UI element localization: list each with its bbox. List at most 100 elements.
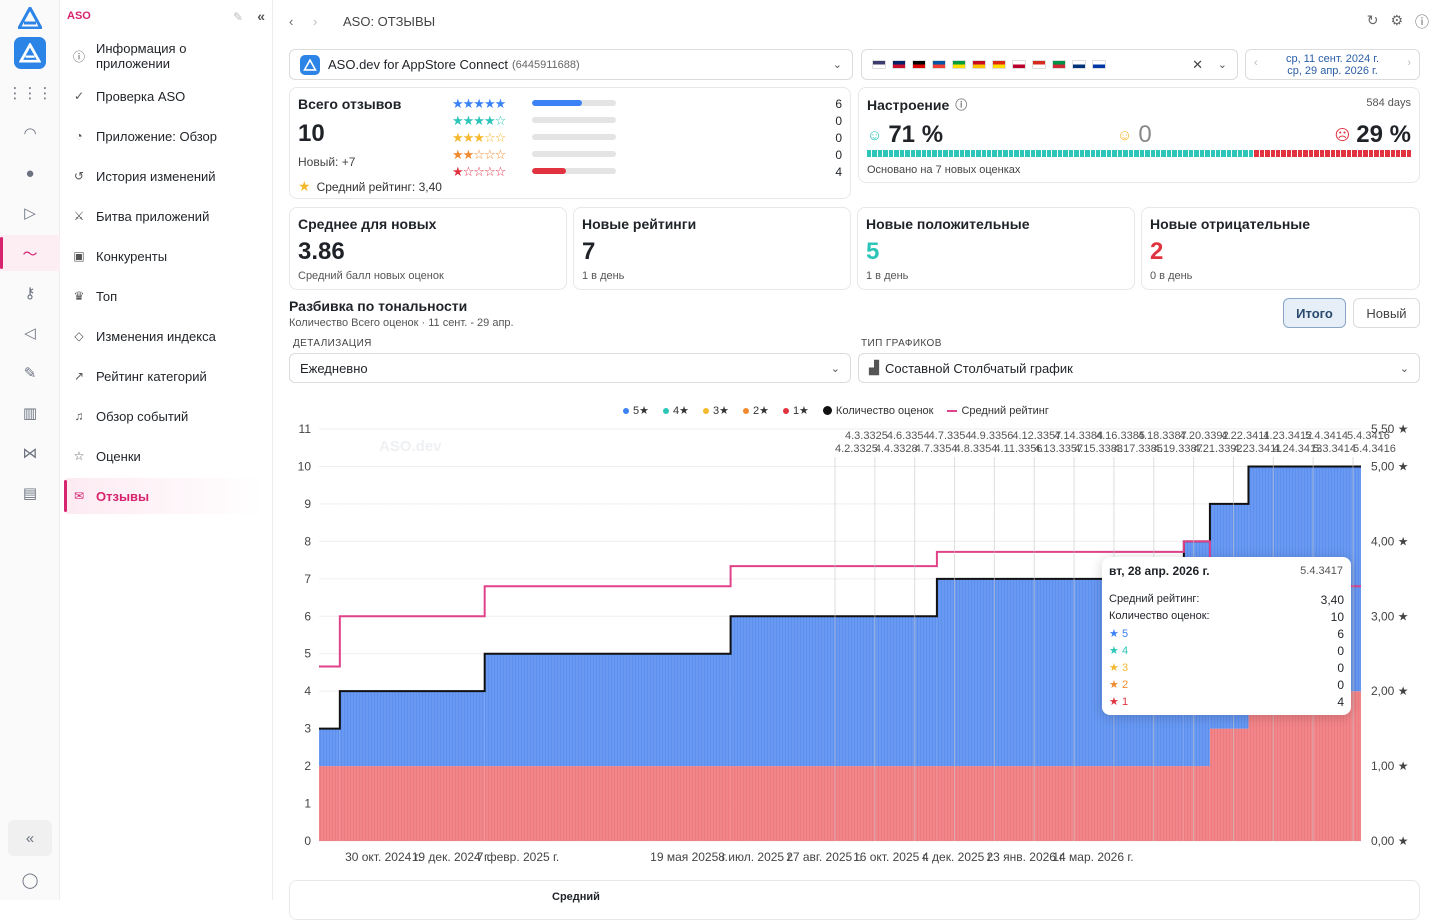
legend-dot [782,407,789,414]
star-icon: ★ [1109,628,1119,640]
legend-item[interactable]: 1★ [782,404,809,417]
help-icon[interactable]: ⓘ [1415,14,1429,30]
key-icon[interactable]: ⚷ [24,285,36,302]
kpi-title: Новые отрицательные [1150,216,1311,232]
app-icon[interactable] [14,37,46,69]
app-select[interactable]: ASO.dev for AppStore Connect (6445911688… [289,49,853,80]
sidebar-item[interactable]: ✉ Отзывы [64,478,264,514]
app-id: (6445911688) [511,58,580,71]
star-icon: ☆ [73,449,85,463]
new-button[interactable]: Новый [1353,298,1420,328]
detail-select[interactable]: Ежедневно ⌄ [289,353,851,383]
back-icon[interactable]: ‹ [289,13,294,29]
sidebar-item[interactable]: ♫ Обзор событий [64,398,264,434]
gear-icon[interactable]: ⚙ [1390,12,1403,28]
version-label: 4.15.3383 [1074,443,1123,455]
breakdown-title: Разбивка по тональности [289,298,468,314]
sidebar-item[interactable]: ↺ История изменений [64,158,264,194]
rss-icon[interactable]: ◠ [23,125,37,142]
sidebar-item[interactable]: ⓘ Информация о приложении [64,38,264,74]
flag-icon [1012,60,1026,69]
legend-dot [623,407,629,414]
y-right-tick: 3,00 ★ [1371,609,1408,623]
date-range[interactable]: ‹ ср, 11 сент. 2024 г. ср, 29 апр. 2026 … [1245,49,1420,80]
grid-icon[interactable]: ⋮⋮⋮ [7,85,53,102]
sidebar-item[interactable]: ▣ Конкуренты [64,238,264,274]
reviews-icon: ✉ [73,489,85,503]
legend-label: 1★ [792,405,809,417]
legend-item[interactable]: 3★ [702,404,729,417]
next-range-icon[interactable]: › [1407,57,1411,69]
x-tick: 4 дек. 2025 г. [922,850,994,864]
bar-chart-icon[interactable]: ▥ [22,405,38,422]
history-icon: ↺ [73,169,85,183]
clear-icon[interactable]: ✕ [1192,56,1203,72]
country-select[interactable]: ✕ ⌄ [861,49,1238,80]
chart-type-select[interactable]: ▟ Составной Столбчатый график ⌄ [858,353,1420,383]
megaphone-icon[interactable]: ◁ [24,325,36,342]
legend-label: Количество оценок [835,404,934,417]
sidebar-item-label: История изменений [96,168,216,184]
flag-icon [1052,60,1066,69]
legend-item[interactable]: 5★ [623,404,649,417]
y-right-tick: 1,00 ★ [1371,759,1408,773]
star-icon: ★ [1109,645,1119,657]
collapse-rail-icon[interactable]: « [8,820,52,856]
version-label: 4.6.3354 [887,430,930,442]
mood-neutral: 0 [1138,121,1152,148]
prev-range-icon[interactable]: ‹ [1254,57,1258,69]
bar-5-star [339,691,485,767]
rating-count: 4 [835,165,842,179]
sidebar-item[interactable]: ☆ Оценки [64,438,264,474]
tooltip-row-label: 4 [1121,645,1129,657]
legend-item[interactable]: Средний рейтинг [947,404,1049,417]
tooltip-row-label: 2 [1121,679,1129,691]
bottom-table-card: Средний [289,880,1420,920]
sidebar-item[interactable]: ◔ Приложение: Обзор [64,118,264,154]
rating-bar [532,168,616,174]
version-label: 4.24.3413 [1273,443,1322,455]
pie-icon: ◔ [75,129,83,143]
user-icon[interactable]: ◯ [21,872,39,889]
store-icon[interactable]: ▤ [22,485,38,502]
rating-count: 0 [835,148,842,162]
tooltip-date: вт, 28 апр. 2026 г. [1109,564,1210,578]
stars-2-icon: ★★☆☆☆ [452,147,506,162]
play-icon[interactable]: ▷ [24,205,36,222]
refresh-icon[interactable]: ↻ [1366,12,1379,28]
y-left-tick: 0 [304,834,311,848]
aso-logo-icon[interactable] [0,0,60,36]
kpi-value: 3.86 [298,238,345,265]
sidebar-item[interactable]: ⚔ Битва приложений [64,198,264,234]
collapse-sidebar-icon[interactable]: « [257,8,265,24]
app-select-icon [300,54,320,75]
x-tick: 7 февр. 2025 г. [477,850,560,864]
sidebar-item[interactable]: ◇ Изменения индекса [64,318,264,354]
sidebar-item[interactable]: ✓ Проверка ASO [64,78,264,114]
y-right-tick: 0,00 ★ [1371,834,1408,848]
total-button[interactable]: Итого [1283,298,1346,328]
bar-1-star [730,766,937,841]
sidebar-item[interactable]: ↗ Рейтинг категорий [64,358,264,394]
bar-5-star [319,728,340,767]
forward-icon[interactable]: › [313,13,318,29]
reviews-total-title: Всего отзывов [298,96,402,112]
legend-item[interactable]: Количество оценок [822,404,934,417]
vscode-icon[interactable]: ⋈ [22,445,38,462]
rating-count: 0 [835,114,842,128]
legend-item[interactable]: 4★ [662,404,689,417]
sidebar-item[interactable]: ♛ Топ [64,278,264,314]
edit-icon[interactable]: ✎ [232,10,243,24]
apple-icon[interactable]: ● [25,164,35,182]
bar-1-star [319,766,340,841]
version-label: 4.17.3385 [1114,443,1163,455]
stars-1-icon: ★☆☆☆☆ [452,164,506,179]
trend-icon[interactable]: 〜 [0,235,60,271]
tooltip-row-value: 6 [1337,627,1344,641]
battle-icon: ⚔ [73,209,85,223]
tools-icon[interactable]: ✎ [23,365,37,382]
version-label: 4.23.3411 [1233,443,1281,455]
legend-item[interactable]: 2★ [742,404,769,417]
info-icon[interactable]: ⓘ [955,98,968,112]
app-name: ASO.dev for AppStore Connect [328,57,508,72]
